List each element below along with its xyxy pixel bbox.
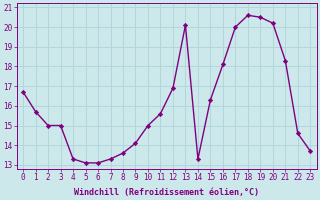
X-axis label: Windchill (Refroidissement éolien,°C): Windchill (Refroidissement éolien,°C) (74, 188, 259, 197)
